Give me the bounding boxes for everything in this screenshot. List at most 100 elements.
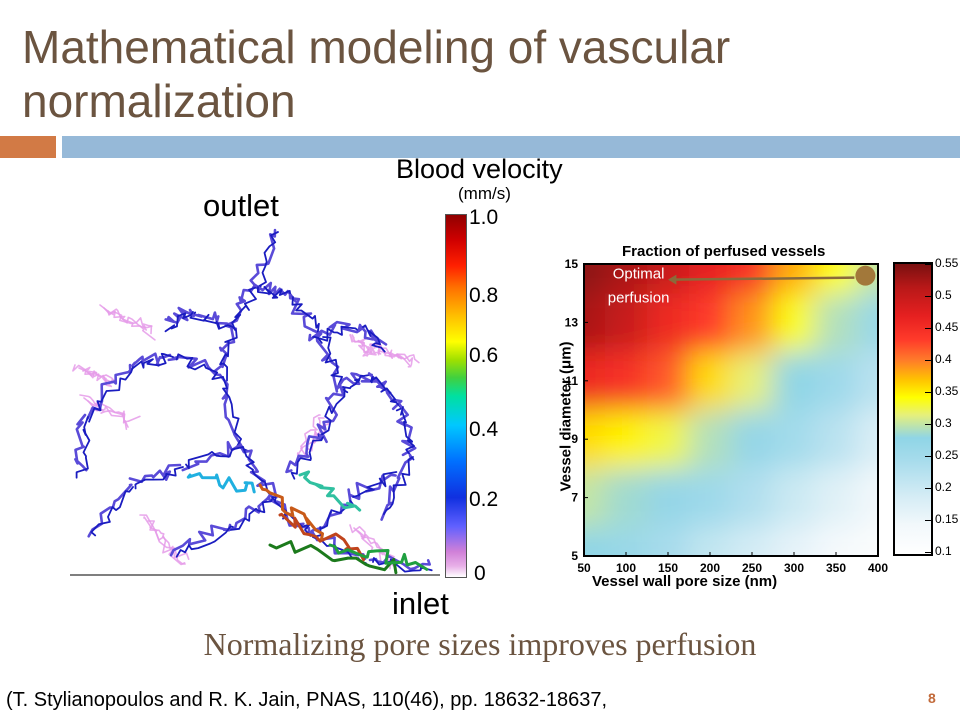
vessel-branch: [242, 446, 277, 503]
vessel-branch: [362, 324, 386, 353]
heatmap-y-tick: 9: [571, 432, 578, 446]
vessel-branch: [164, 311, 194, 333]
perfusion-tick-label: 0.5: [935, 288, 952, 302]
heatmap-cell: [689, 293, 731, 352]
vessel-branch: [147, 520, 190, 560]
heatmap-cell: [857, 526, 878, 556]
vessel-branch: [291, 296, 323, 344]
heatmap-cell: [689, 410, 731, 469]
optimal-marker: [855, 265, 876, 286]
heatmap-cell: [647, 526, 689, 556]
vessel-branch: [181, 440, 242, 472]
vessel-branch: [238, 443, 278, 499]
perfusion-tick-mark: [925, 264, 931, 265]
vessel-branch: [396, 403, 417, 457]
vessel-branch: [90, 486, 134, 537]
perfusion-tick-label: 0.35: [935, 384, 959, 398]
heatmap-title: Fraction of perfused vessels: [622, 243, 826, 260]
vessel-branch: [253, 281, 297, 303]
vessel-branch: [308, 320, 365, 342]
vessel-branch: [79, 394, 128, 430]
vessel-branch: [218, 373, 245, 450]
heatmap-y-tick: 11: [565, 374, 578, 388]
citation-text: (T. Stylianopoulos and R. K. Jain, PNAS,…: [6, 689, 608, 711]
heatmap-cell: [773, 264, 815, 294]
vessel-branch: [143, 516, 186, 565]
heatmap-cell: [689, 526, 731, 556]
vessel-branch: [335, 372, 378, 391]
vessel-branch: [175, 525, 234, 558]
vessel-branch: [185, 446, 244, 470]
vessel-branch: [257, 231, 279, 291]
vessel-branch: [290, 436, 324, 480]
heatmap-x-tick: 400: [868, 561, 888, 575]
velocity-tick-label: 0.4: [469, 418, 499, 441]
heatmap-x-tick: 150: [658, 561, 678, 575]
heatmap-cell: [731, 526, 773, 556]
heatmap-cell: [815, 351, 857, 410]
annotation-label: perfusion: [608, 290, 670, 307]
vessel-branch: [131, 352, 172, 367]
vessel-branch: [222, 376, 248, 452]
vessel-branch: [349, 333, 370, 357]
vessel-branch: [278, 512, 366, 562]
heatmap-cell: [584, 526, 605, 556]
heatmap-x-tick: 350: [826, 561, 846, 575]
vessel-branch: [298, 470, 362, 512]
vessel-branch: [189, 311, 234, 330]
vessel-branch: [128, 463, 182, 484]
vessel-branch: [369, 376, 403, 412]
vessel-branch: [357, 530, 398, 564]
vessel-branch: [322, 336, 349, 394]
vessel-branch: [316, 383, 345, 444]
heatmap-cell: [584, 264, 605, 294]
vessel-branch: [357, 323, 388, 346]
vessel-branch: [268, 540, 398, 575]
heatmap-cell: [731, 410, 773, 469]
vessel-branch: [315, 333, 340, 393]
vessel-branch: [258, 483, 324, 541]
heatmap-cell: [815, 264, 857, 294]
heatmap-cell: [584, 468, 605, 527]
vessel-branch: [214, 323, 236, 372]
perfusion-tick-mark: [925, 488, 931, 489]
heatmap-y-tick: 15: [565, 257, 579, 271]
vessel-branch: [107, 310, 153, 331]
title-accent-bar-blue: [62, 136, 960, 158]
heatmap-cell: [815, 410, 857, 469]
heatmap-cell: [605, 410, 647, 469]
heatmap-x-tick: 250: [742, 561, 762, 575]
vessel-branch: [249, 228, 277, 292]
vessel-branch: [328, 543, 429, 571]
outlet-label: outlet: [203, 188, 279, 223]
vessel-branch: [83, 397, 129, 428]
perfusion-tick-mark: [925, 296, 931, 297]
vessel-branch: [75, 416, 91, 479]
page-number: 8: [928, 690, 936, 706]
heatmap-cell: [689, 468, 731, 527]
perfusion-tick-mark: [925, 328, 931, 329]
perfusion-tick-label: 0.2: [935, 480, 952, 494]
vessel-branch: [357, 340, 382, 355]
velocity-tick-label: 1.0: [469, 206, 499, 229]
velocity-tick-label: 0.2: [469, 488, 499, 511]
vessel-branch: [353, 527, 396, 568]
vessel-branch: [257, 286, 292, 299]
vessel-branch: [78, 367, 113, 384]
vessel-branch: [103, 307, 153, 335]
heatmap-cell: [773, 526, 815, 556]
velocity-colorbar-title: Blood velocity: [396, 154, 563, 184]
velocity-colorbar-units: (mm/s): [458, 184, 511, 203]
heatmap-xlabel: Vessel wall pore size (nm): [592, 573, 778, 590]
heatmap-cell: [689, 264, 731, 294]
vessel-branch: [219, 326, 238, 382]
heatmap-cell: [857, 293, 878, 352]
vessel-branch: [74, 413, 88, 472]
velocity-colorbar: [445, 214, 467, 578]
heatmap-cell: [731, 264, 773, 294]
heatmap-cell: [605, 351, 647, 410]
heatmap-cell: [773, 351, 815, 410]
heatmap-ylabel: Vessel diameter (μm): [557, 341, 575, 492]
velocity-tick-label: 0.6: [469, 344, 499, 367]
perfusion-tick-label: 0.3: [935, 416, 952, 430]
